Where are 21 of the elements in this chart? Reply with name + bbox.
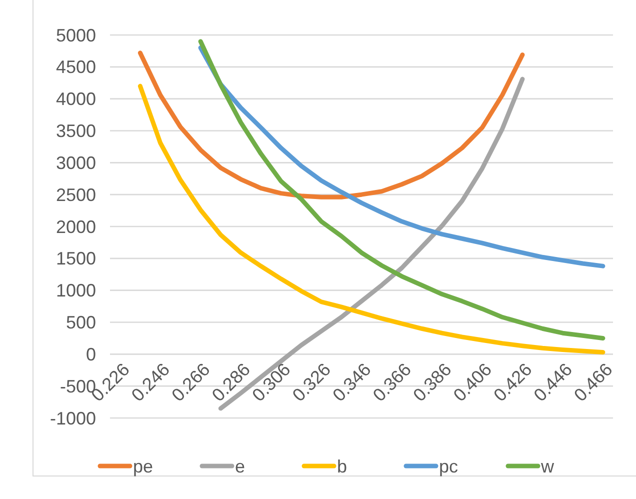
y-tick-label: 2500 bbox=[56, 184, 96, 205]
y-tick-label: 2000 bbox=[56, 216, 96, 237]
y-tick-label: 3500 bbox=[56, 121, 96, 142]
legend-label: e bbox=[235, 456, 246, 476]
y-tick-label: -1000 bbox=[50, 408, 96, 428]
y-tick-label: 1000 bbox=[56, 280, 96, 301]
legend-label: w bbox=[540, 456, 555, 476]
y-tick-label: 500 bbox=[66, 312, 96, 333]
line-series bbox=[138, 84, 606, 354]
y-tick-label: 3000 bbox=[56, 152, 96, 173]
line-series bbox=[198, 46, 606, 268]
legend-label: pc bbox=[439, 456, 458, 476]
legend-label: b bbox=[337, 456, 348, 476]
y-tick-label: 4500 bbox=[56, 57, 96, 78]
line-series bbox=[198, 39, 606, 340]
legend-label: pe bbox=[133, 456, 154, 476]
y-tick-label: 4000 bbox=[56, 89, 96, 110]
y-tick-label: 5000 bbox=[56, 25, 96, 46]
y-tick-label: 0 bbox=[86, 344, 96, 364]
y-tick-label: 1500 bbox=[56, 248, 96, 269]
line-series bbox=[138, 50, 525, 200]
